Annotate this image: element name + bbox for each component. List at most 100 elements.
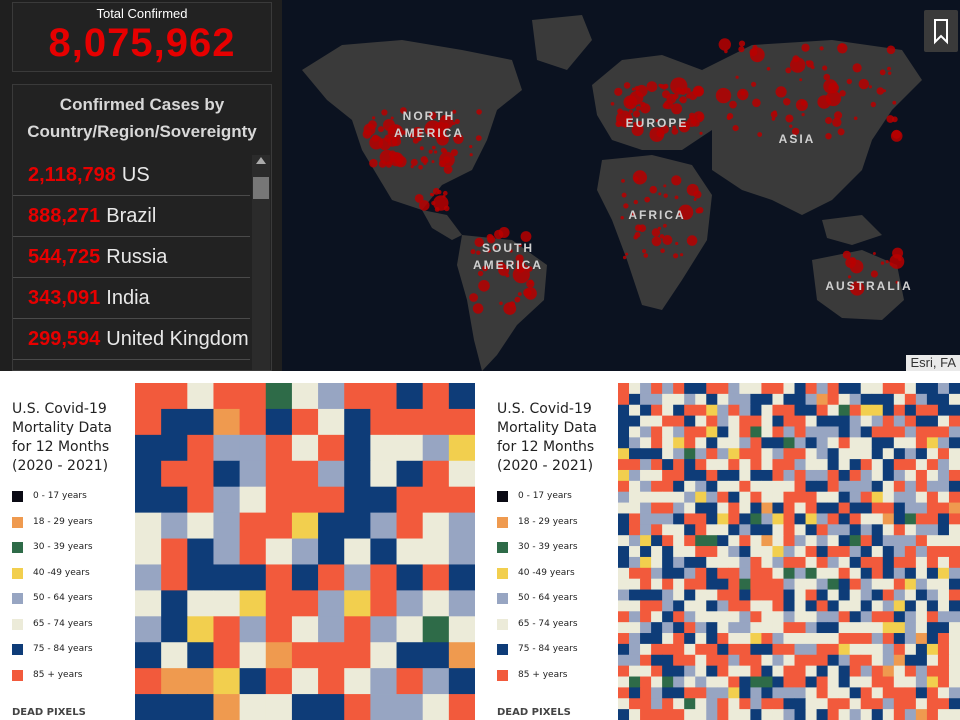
case-bubble [644, 196, 651, 203]
bookmark-button[interactable] [924, 10, 958, 52]
grid-cell [849, 600, 862, 612]
grid-cell [783, 600, 795, 612]
grid-cell [448, 590, 475, 617]
case-bubble [469, 293, 478, 302]
grid-cell [673, 567, 685, 580]
grid-cell [396, 616, 424, 643]
grid-cell [948, 556, 960, 569]
grid-cell [871, 698, 884, 710]
list-item[interactable]: 343,091 India [13, 278, 250, 319]
grid-cell [695, 437, 707, 449]
cases-scrollbar[interactable] [252, 155, 270, 370]
grid-cell [794, 480, 806, 493]
grid-cell [926, 622, 939, 634]
grid-cell [291, 564, 319, 591]
grid-cell [926, 437, 939, 449]
grid-cell [422, 460, 450, 488]
list-item[interactable]: 299,594 United Kingdom [13, 319, 250, 360]
case-bubble [892, 100, 897, 105]
grid-cell [662, 448, 674, 460]
case-bubble [805, 60, 810, 65]
list-item[interactable]: 2,118,798 US [13, 155, 250, 196]
grid-cell [717, 611, 729, 623]
grid-cell [937, 578, 950, 590]
case-bubble [678, 121, 690, 133]
case-bubble [472, 303, 484, 314]
case-bubble [505, 273, 510, 278]
scroll-up-icon[interactable] [256, 157, 266, 164]
grid-cell [739, 589, 751, 601]
grid-cell [871, 709, 884, 720]
case-bubbles [362, 38, 905, 315]
grid-cell [827, 437, 840, 449]
grid-cell [706, 469, 718, 482]
case-bubble [684, 87, 691, 94]
grid-cell [871, 622, 884, 634]
grid-cell [761, 676, 773, 688]
case-bubble [514, 296, 521, 303]
scroll-thumb[interactable] [253, 177, 269, 199]
grid-cell [849, 448, 862, 460]
case-bubble [454, 118, 460, 125]
grid-cell [794, 556, 806, 569]
grid-cell [640, 415, 652, 427]
grid-cell [717, 524, 729, 536]
grid-cell [772, 383, 784, 395]
total-confirmed-panel: Total Confirmed 8,075,962 [12, 2, 272, 72]
grid-cell [695, 687, 707, 699]
region-label-asia: ASIA [778, 132, 816, 146]
grid-cell [739, 567, 751, 580]
grid-cell [794, 698, 806, 710]
grid-cell [640, 459, 652, 471]
grid-cell [838, 513, 851, 525]
grid-cell [684, 611, 696, 623]
grid-cell [871, 393, 884, 406]
grid-cell [213, 642, 241, 669]
grid-cell [893, 524, 906, 536]
grid-cell [640, 622, 652, 634]
grid-cell [915, 393, 928, 406]
grid-cell [673, 611, 685, 623]
grid-cell [871, 426, 884, 438]
grid-cell [739, 665, 751, 677]
grid-cell [860, 524, 873, 536]
list-item[interactable]: 888,271 Brazil [13, 196, 250, 237]
grid-cell [783, 622, 795, 634]
grid-cell [948, 415, 960, 427]
case-bubble [737, 88, 749, 101]
case-bubble [663, 193, 668, 198]
grid-cell [213, 408, 241, 436]
grid-cell [937, 611, 950, 623]
grid-cell [673, 643, 685, 656]
map-attribution[interactable]: Esri, FA [906, 355, 960, 371]
case-bubble [378, 160, 387, 168]
grid-cell [915, 383, 928, 395]
case-bubble [475, 135, 482, 142]
grid-cell [915, 698, 928, 710]
grid-cell [662, 480, 674, 493]
grid-cell [265, 486, 293, 514]
list-item[interactable]: 544,725 Russia [13, 237, 250, 278]
case-bubble [783, 98, 791, 106]
grid-cell [717, 709, 729, 720]
grid-cell [213, 434, 241, 462]
grid-cell [805, 448, 817, 460]
grid-cell [761, 633, 773, 645]
case-bubble [671, 127, 679, 135]
grid-cell [926, 600, 939, 612]
case-bubble [886, 45, 896, 55]
grid-cell [750, 524, 762, 536]
grid-cell [772, 535, 784, 547]
grid-cell [187, 434, 214, 462]
grid-cell [772, 600, 784, 612]
grid-cell [926, 469, 939, 482]
grid-cell [794, 578, 806, 590]
grid-cell [794, 600, 806, 612]
world-map[interactable]: NORTH AMERICA EUROPE ASIA AFRICA SOUTH A… [282, 0, 960, 371]
grid-cell [422, 694, 450, 720]
grid-cell [871, 404, 884, 417]
grid-cell [904, 524, 917, 536]
grid-cell [772, 556, 784, 569]
grid-cell [717, 480, 729, 493]
grid-cell [239, 642, 267, 669]
